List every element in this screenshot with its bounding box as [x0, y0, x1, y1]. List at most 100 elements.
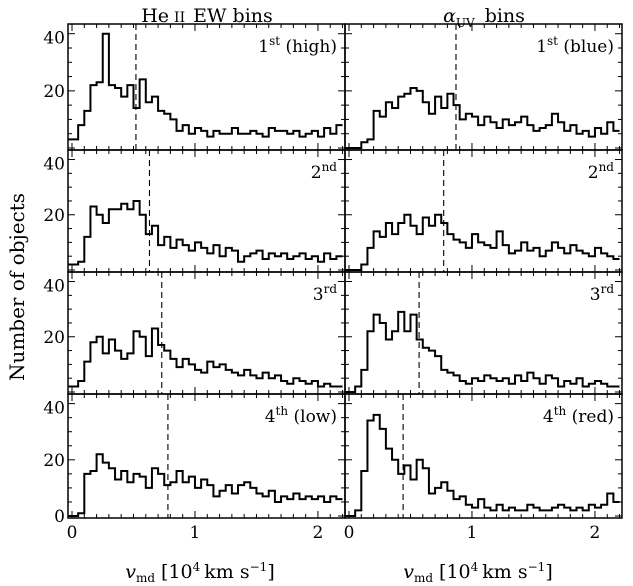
bin-label: 3rd [590, 282, 615, 305]
histogram-bin [533, 131, 539, 148]
panel-frame [67, 271, 346, 395]
histogram-bin [540, 384, 546, 392]
y-tick-label: 20 [43, 451, 65, 471]
histogram-bin [189, 251, 195, 270]
x-tick-label: 0 [67, 523, 78, 543]
histogram-bin [330, 259, 336, 270]
histogram-bin [330, 134, 336, 148]
histogram-bin [613, 259, 619, 270]
histogram-bin [195, 488, 201, 516]
histogram-bin [324, 502, 330, 516]
panel-heii-bin-3: 3rd 20 40 [43, 271, 346, 395]
column-title-heii: He II EW bins [141, 5, 273, 27]
histogram-bin [570, 384, 576, 392]
histogram-bin [564, 253, 570, 270]
histogram-bin [115, 479, 121, 516]
panel-frame [344, 149, 623, 273]
histogram-bin [213, 496, 219, 516]
histogram-bin [232, 494, 238, 516]
histogram-bin [441, 108, 447, 148]
histogram-bin [306, 384, 312, 392]
histogram-bin [146, 488, 152, 516]
histogram-bin [238, 262, 244, 270]
panel-heii-bin-4: 4th (low) 0 20 40 0 1 2 [43, 393, 346, 543]
histogram-bin [263, 137, 269, 148]
histogram-bin [269, 378, 275, 392]
histogram-bin [207, 137, 213, 148]
x-tick-label: 0 [344, 523, 355, 543]
histogram-step-line [345, 213, 620, 271]
x-axis-label-right: vmd [104 km s−1] [403, 560, 552, 585]
histogram-bin [103, 223, 109, 270]
bin-label: 4th (red) [543, 404, 614, 427]
histogram-bin [497, 381, 503, 392]
histogram-bin [386, 340, 392, 392]
histogram-step-line [345, 413, 620, 517]
histogram-step-line [345, 310, 620, 393]
histogram-bin [478, 242, 484, 270]
panel-heii-bin-1: 1st (high) 20 40 [43, 23, 346, 151]
histogram-bin [429, 226, 435, 270]
histogram-bin [429, 114, 435, 148]
histogram-bin [318, 137, 324, 148]
histogram-bin [103, 463, 109, 516]
histogram-bin [97, 82, 103, 148]
histogram-bin [527, 251, 533, 270]
histogram-bin [601, 134, 607, 148]
histogram-bin [478, 125, 484, 148]
histogram-bin [300, 499, 306, 516]
histogram-bin [410, 479, 416, 516]
histogram-step-line [68, 199, 343, 266]
histogram-bin [121, 204, 127, 270]
histogram-bin [220, 256, 226, 270]
histogram-bin [164, 485, 170, 516]
histogram-bin [613, 502, 619, 516]
y-tick-label: 40 [43, 277, 65, 297]
histogram-bin [238, 375, 244, 392]
histogram-bin [275, 256, 281, 270]
histogram-bin [220, 134, 226, 148]
x-tick-label: 2 [590, 523, 601, 543]
histogram-bin [312, 499, 318, 516]
histogram-bin [115, 209, 121, 270]
histogram-bin [392, 234, 398, 270]
y-tick-label: 20 [43, 328, 65, 348]
histogram-bin [109, 85, 115, 148]
histogram-bin [103, 353, 109, 392]
histogram-bin [577, 134, 583, 148]
panel-heii-bin-2: 2nd 20 40 [43, 149, 346, 273]
histogram-bin [287, 499, 293, 516]
histogram-bin [275, 502, 281, 516]
histogram-bin [189, 134, 195, 148]
histogram-bin [146, 234, 152, 270]
histogram-bin [417, 234, 423, 270]
histogram-bin [380, 117, 386, 148]
x-axis-label-left: vmd [104 km s−1] [125, 560, 274, 585]
histogram-bin [466, 248, 472, 270]
histogram-bin [177, 367, 183, 392]
histogram-bin [540, 256, 546, 270]
panel-frame [344, 393, 623, 519]
panel-alpha-uv-bin-4: 4th (red) 0 1 2 [344, 393, 623, 543]
histogram-bin [121, 97, 127, 148]
histogram-bin [374, 415, 380, 516]
histogram-bin [454, 240, 460, 270]
bin-label: 1st (blue) [536, 34, 614, 57]
histogram-bin [146, 356, 152, 392]
column-title-alpha-uv: αUV bins [443, 5, 525, 30]
histogram-bin [595, 508, 601, 516]
bin-label: 3rd [313, 282, 338, 305]
histogram-bin [454, 499, 460, 516]
histogram-bin [226, 134, 232, 148]
histogram-bin [213, 367, 219, 392]
histogram-bin [287, 134, 293, 148]
histogram-bin [404, 94, 410, 148]
histogram-bin [509, 253, 515, 270]
histogram-bin [263, 259, 269, 270]
y-tick-label: 40 [43, 155, 65, 175]
histogram-bin [133, 108, 139, 148]
histogram-bin [183, 482, 189, 516]
histogram-step-line [345, 87, 620, 149]
